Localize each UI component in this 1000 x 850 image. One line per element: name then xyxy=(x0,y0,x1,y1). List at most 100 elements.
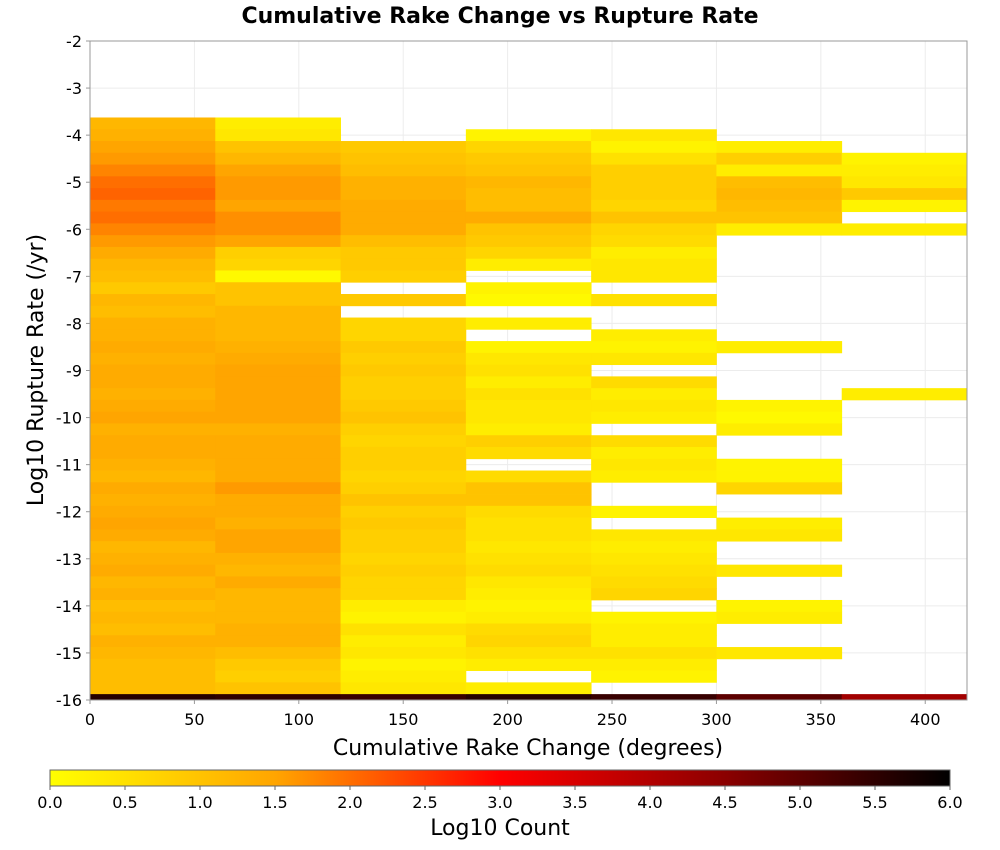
heatmap-cell xyxy=(215,423,341,436)
y-tick-label: -12 xyxy=(56,503,82,522)
heatmap-cell xyxy=(215,235,341,248)
heatmap-cell xyxy=(591,141,717,154)
heatmap-cell xyxy=(215,211,341,224)
x-tick-label: 150 xyxy=(388,710,419,729)
heatmap-cell xyxy=(215,199,341,213)
heatmap-cell xyxy=(90,341,216,354)
heatmap-cell xyxy=(465,258,592,271)
y-tick-label: -5 xyxy=(66,173,82,192)
heatmap-cell xyxy=(90,117,216,130)
heatmap-cell xyxy=(591,670,717,683)
heatmap-cell xyxy=(215,682,341,695)
y-tick-label: -8 xyxy=(66,314,82,333)
heatmap-cell xyxy=(716,611,843,624)
heatmap-cell xyxy=(716,223,843,236)
heatmap-cell xyxy=(215,576,341,589)
colorbar-tick-label: 5.0 xyxy=(787,793,812,812)
heatmap-cell xyxy=(465,364,592,377)
colorbar-tick-label: 0.5 xyxy=(112,793,137,812)
heatmap-cell xyxy=(465,129,592,142)
heatmap-cell xyxy=(716,482,843,495)
heatmap-cell xyxy=(465,694,592,701)
x-tick-label: 250 xyxy=(597,710,628,729)
heatmap-cell xyxy=(591,458,717,471)
heatmap-cell xyxy=(215,258,341,271)
heatmap-cell xyxy=(591,611,717,624)
heatmap-cell xyxy=(340,494,467,507)
heatmap-cell xyxy=(340,141,467,154)
y-tick-label: -4 xyxy=(66,126,82,145)
heatmap-cell xyxy=(215,647,341,660)
heatmap-cell xyxy=(215,341,341,354)
y-tick-label: -10 xyxy=(56,409,82,428)
heatmap-cell xyxy=(591,329,717,342)
heatmap-cell xyxy=(465,599,592,613)
heatmap-cell xyxy=(465,341,592,354)
heatmap-cell xyxy=(215,388,341,401)
heatmap-cell xyxy=(215,117,341,130)
heatmap-cell xyxy=(841,176,968,189)
heatmap-cell xyxy=(340,435,467,448)
heatmap-cell xyxy=(90,694,216,701)
heatmap-cell xyxy=(716,411,843,424)
heatmap-cell xyxy=(340,188,467,201)
heatmap-cell xyxy=(716,176,843,189)
heatmap-cell xyxy=(465,647,592,660)
heatmap-cell xyxy=(591,564,717,577)
heatmap-cell xyxy=(90,235,216,248)
heatmap-cell xyxy=(215,494,341,507)
heatmap-cell xyxy=(841,188,968,201)
heatmap-cell xyxy=(465,482,592,495)
heatmap-cell xyxy=(215,329,341,342)
y-tick-label: -11 xyxy=(56,456,82,475)
heatmap-cell xyxy=(340,682,467,695)
heatmap-cell xyxy=(340,341,467,354)
heatmap-cell xyxy=(90,411,216,424)
heatmap-cell xyxy=(841,164,968,177)
heatmap-cell xyxy=(90,611,216,624)
heatmap-cell xyxy=(340,411,467,424)
heatmap-cell xyxy=(90,541,216,554)
heatmap-cell xyxy=(591,164,717,177)
x-tick-label: 0 xyxy=(85,710,95,729)
heatmap-cell xyxy=(340,670,467,683)
heatmap-cell xyxy=(465,552,592,566)
colorbar-tick-label: 1.0 xyxy=(187,793,212,812)
heatmap-cell xyxy=(716,694,843,701)
heatmap-cell xyxy=(465,211,592,224)
heatmap-cell xyxy=(215,305,341,318)
heatmap-cells xyxy=(90,117,968,701)
heatmap-cell xyxy=(591,223,717,236)
heatmap-cell xyxy=(591,246,717,260)
heatmap-cell xyxy=(340,294,467,307)
heatmap-cell xyxy=(90,517,216,530)
heatmap-cell xyxy=(215,482,341,495)
heatmap-cell xyxy=(340,152,467,165)
heatmap-cell xyxy=(465,541,592,554)
heatmap-cell xyxy=(215,141,341,154)
heatmap-cell xyxy=(90,211,216,224)
colorbar-tick-label: 5.5 xyxy=(862,793,887,812)
heatmap-cell xyxy=(215,541,341,554)
heatmap-cell xyxy=(841,152,968,165)
heatmap-cell xyxy=(716,152,843,165)
heatmap-cell xyxy=(90,199,216,213)
colorbar-tick-label: 6.0 xyxy=(937,793,962,812)
heatmap-cell xyxy=(716,188,843,201)
heatmap-cell xyxy=(465,623,592,636)
chart-title: Cumulative Rake Change vs Rupture Rate xyxy=(241,4,758,29)
heatmap-cell xyxy=(215,635,341,648)
heatmap-cell xyxy=(716,164,843,177)
heatmap-cell xyxy=(90,552,216,566)
heatmap-cell xyxy=(215,435,341,448)
heatmap-cell xyxy=(90,647,216,660)
heatmap-cell xyxy=(716,399,843,413)
heatmap-cell xyxy=(90,423,216,436)
heatmap-cell xyxy=(340,576,467,589)
heatmap-cell xyxy=(340,470,467,483)
heatmap-cell xyxy=(591,388,717,401)
heatmap-cell xyxy=(465,188,592,201)
heatmap-cell xyxy=(340,446,467,460)
heatmap-cell xyxy=(90,164,216,177)
heatmap-cell xyxy=(465,446,592,460)
